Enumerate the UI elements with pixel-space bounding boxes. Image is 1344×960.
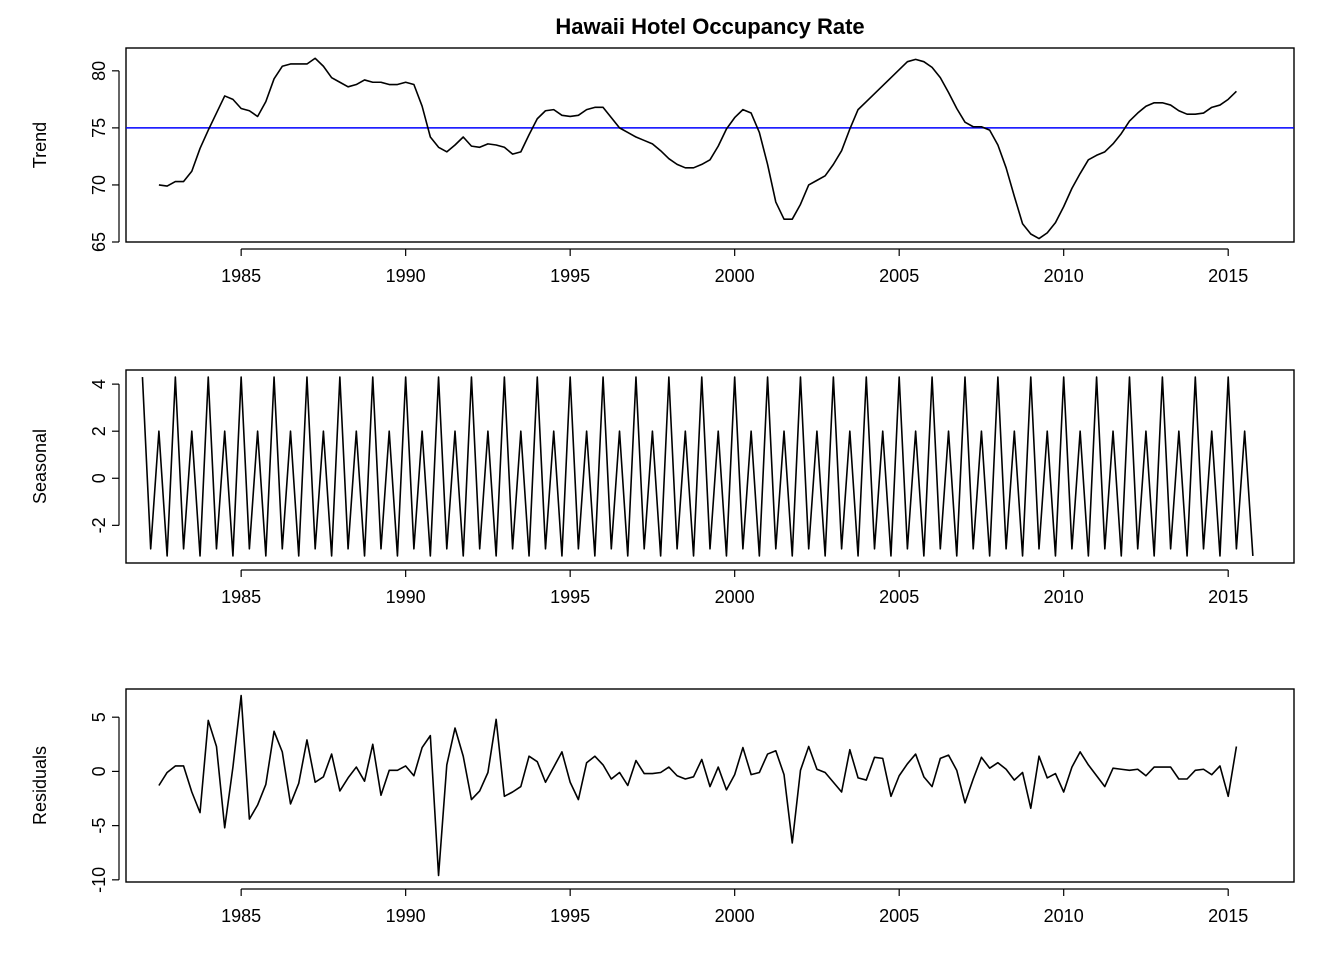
panels-group: 1985 1990 1995 2000 2005 2010 201565707580Tren… xyxy=(30,47,1295,926)
y-tick-label-trend: 70 xyxy=(89,175,109,195)
x-tick-label-residuals: 2000 xyxy=(715,906,755,926)
y-tick-label-seasonal: -2 xyxy=(89,517,109,533)
x-tick-label-residuals: 1985 xyxy=(221,906,261,926)
x-tick-label-trend: 2005 xyxy=(879,266,919,286)
panel-residuals: 1985 1990 1995 2000 2005 2010 2015 -10 -5 0 5 Resid… xyxy=(30,688,1295,926)
y-tick-label-residuals: 0 xyxy=(89,766,109,776)
x-tick-label-residuals: 1995 xyxy=(550,906,590,926)
plot-frame-residuals xyxy=(125,688,1295,883)
x-tick-label-trend: 1990 xyxy=(386,266,426,286)
series-line-residuals xyxy=(158,694,1238,877)
chart-title: Hawaii Hotel Occupancy Rate xyxy=(555,14,864,39)
series-line-trend xyxy=(158,57,1237,240)
x-tick-label-residuals: 2010 xyxy=(1044,906,1084,926)
y-axis-label-trend: Trend xyxy=(30,122,50,168)
series-line-seasonal xyxy=(141,376,1254,557)
x-tick-label-trend: 2000 xyxy=(715,266,755,286)
x-tick-label-trend: 1985 xyxy=(221,266,261,286)
y-tick-label-trend: 65 xyxy=(89,232,109,252)
y-axis-label-residuals: Residuals xyxy=(30,746,50,825)
x-tick-label-seasonal: 2000 xyxy=(715,587,755,607)
x-tick-label-residuals: 2015 xyxy=(1208,906,1248,926)
x-tick-label-seasonal: 2010 xyxy=(1044,587,1084,607)
x-tick-label-seasonal: 1990 xyxy=(386,587,426,607)
y-axis-label-seasonal: Seasonal xyxy=(30,429,50,504)
y-tick-label-seasonal: 4 xyxy=(89,379,109,389)
x-tick-label-seasonal: 1985 xyxy=(221,587,261,607)
x-tick-label-residuals: 1990 xyxy=(386,906,426,926)
x-tick-label-seasonal: 1995 xyxy=(550,587,590,607)
x-tick-label-residuals: 2005 xyxy=(879,906,919,926)
y-tick-label-seasonal: 0 xyxy=(89,473,109,483)
x-tick-label-trend: 2015 xyxy=(1208,266,1248,286)
y-tick-label-residuals: -10 xyxy=(89,867,109,893)
y-tick-label-residuals: 5 xyxy=(89,712,109,722)
x-tick-label-seasonal: 2015 xyxy=(1208,587,1248,607)
panel-seasonal: 1985 1990 1995 2000 2005 2010 2015 -2 0 2 4 Seasona… xyxy=(30,369,1295,607)
x-tick-label-seasonal: 2005 xyxy=(879,587,919,607)
plot-frame-trend xyxy=(125,47,1295,243)
x-tick-label-trend: 1995 xyxy=(550,266,590,286)
x-tick-label-trend: 2010 xyxy=(1044,266,1084,286)
panel-trend: 1985 1990 1995 2000 2005 2010 2015 65 70 75 80 Tren… xyxy=(30,47,1295,286)
y-tick-label-trend: 75 xyxy=(89,118,109,138)
plot-frame-seasonal xyxy=(125,369,1295,564)
y-tick-label-trend: 80 xyxy=(89,61,109,81)
y-tick-label-seasonal: 2 xyxy=(89,426,109,436)
y-tick-label-residuals: -5 xyxy=(89,818,109,834)
